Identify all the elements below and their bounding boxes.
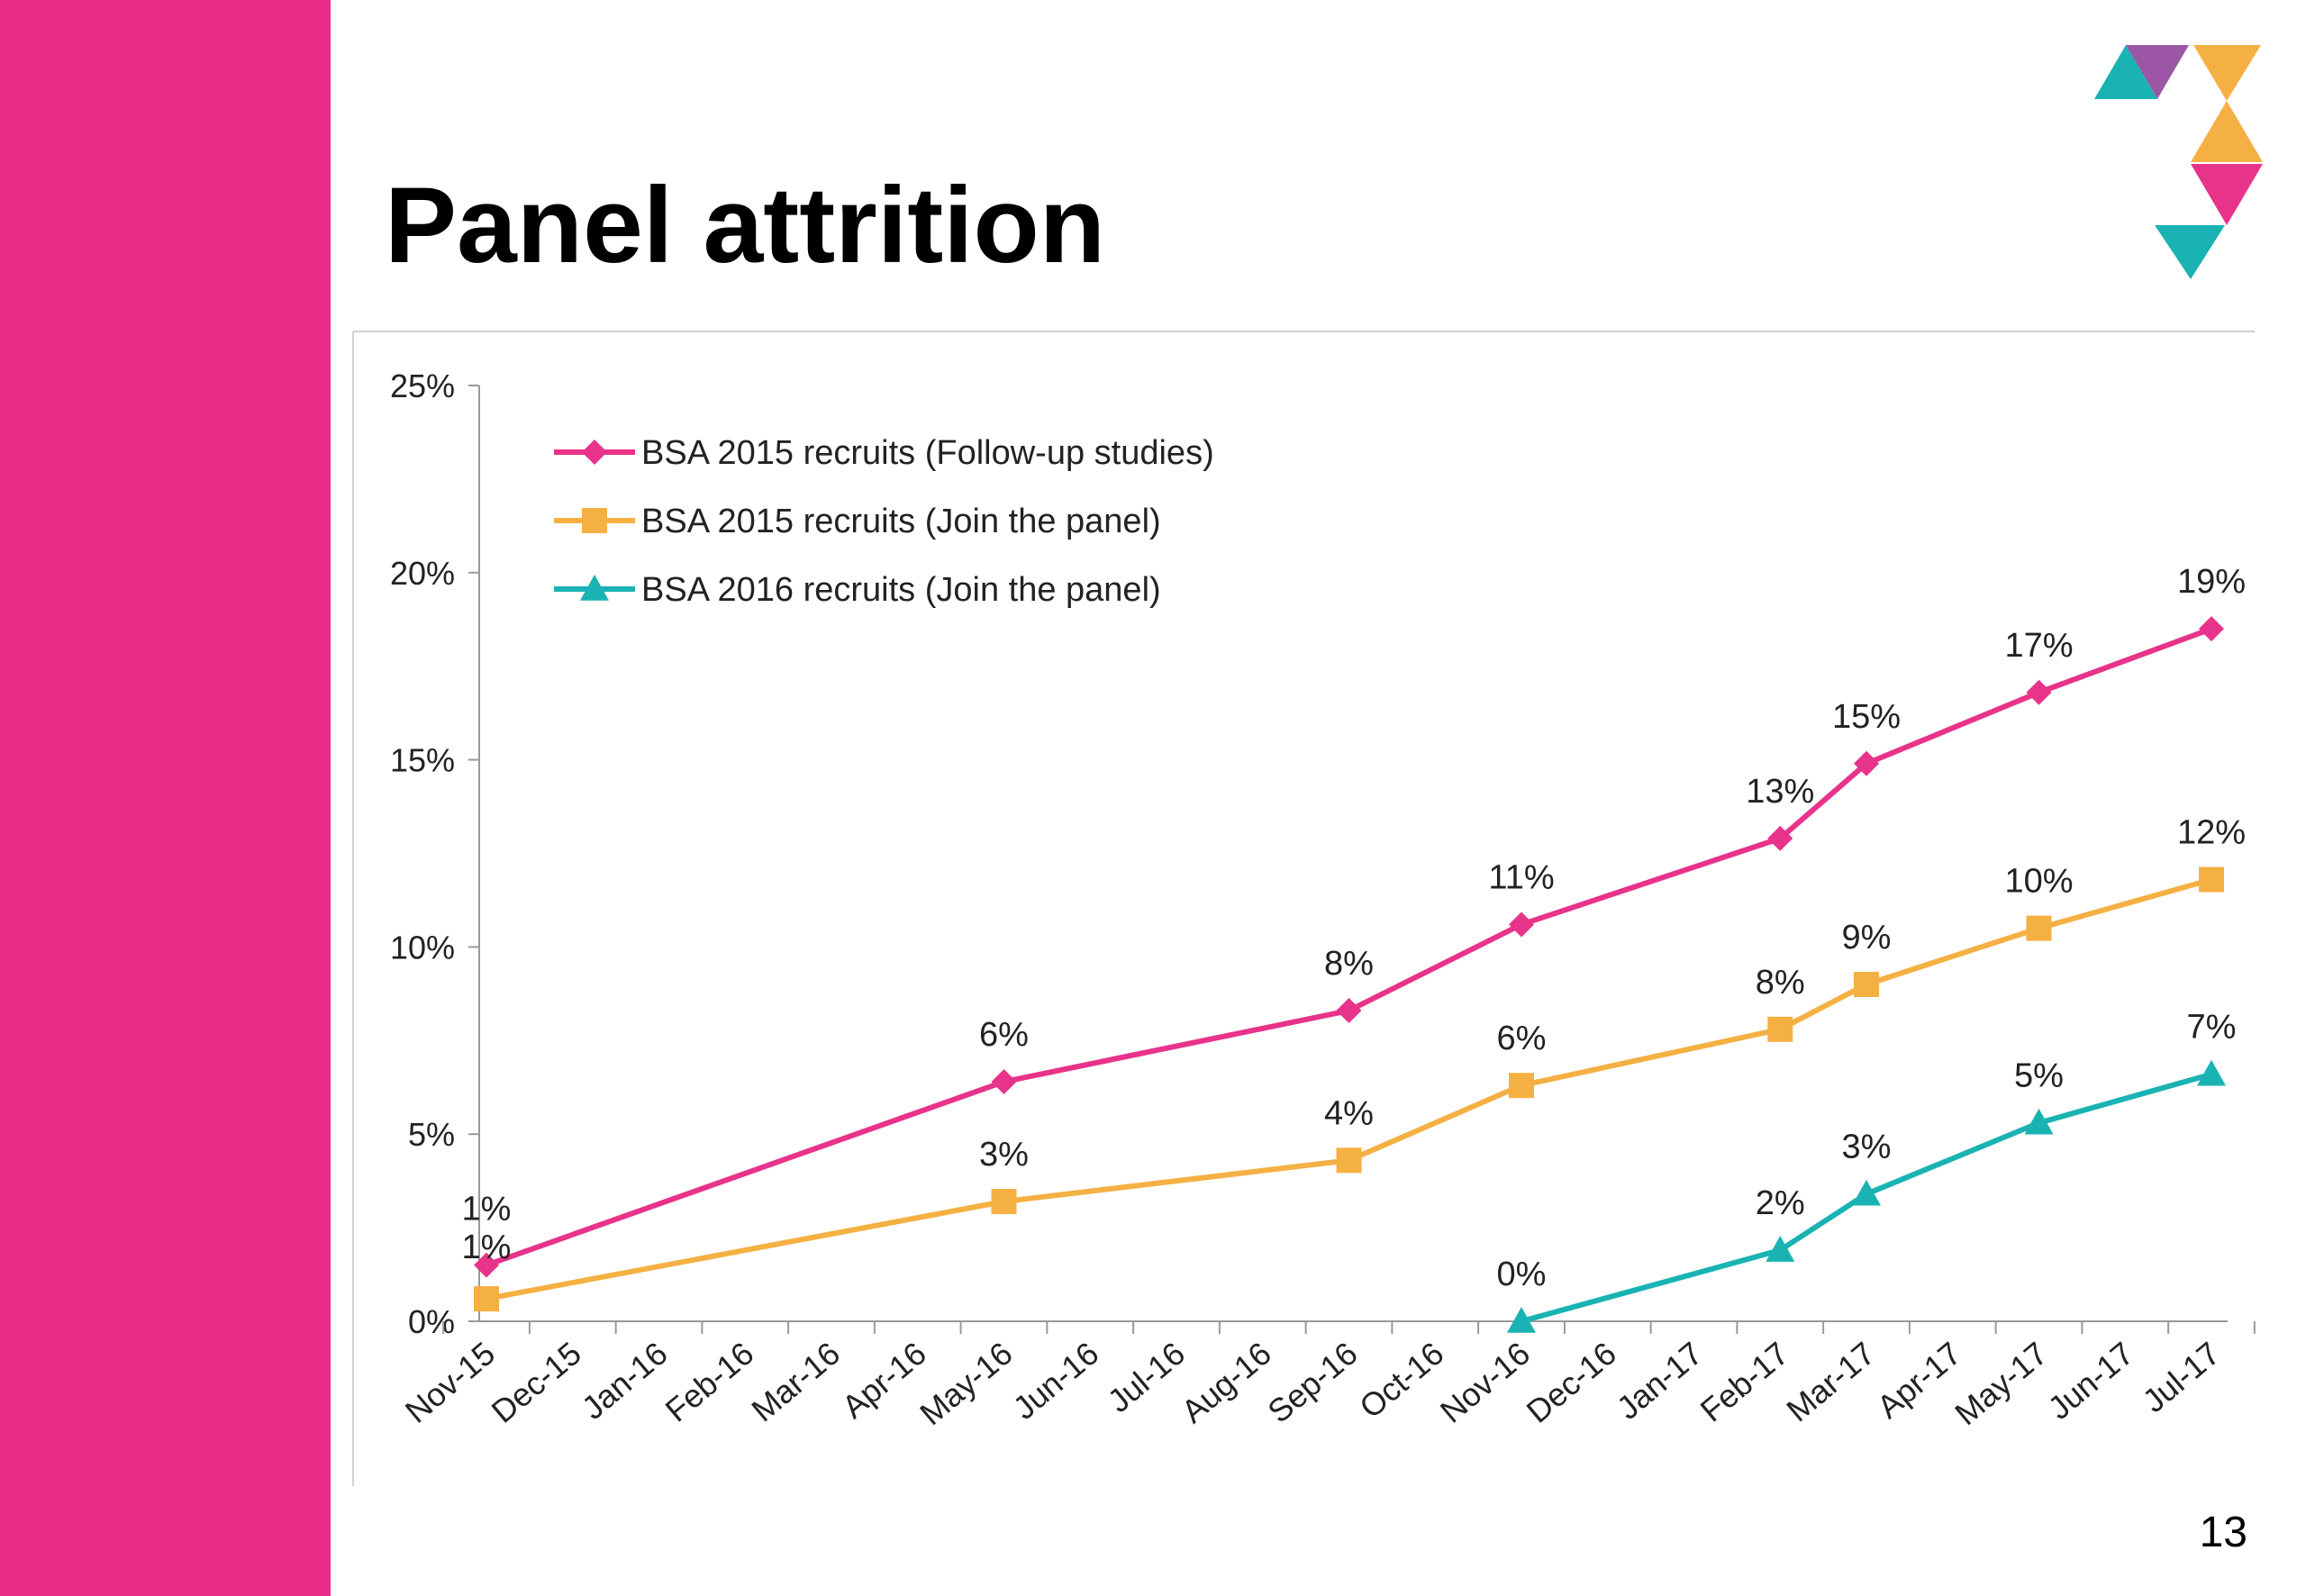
data-point-triangle xyxy=(2024,1108,2054,1135)
x-tick-label: Jun-17 xyxy=(2041,1335,2141,1427)
data-point-diamond xyxy=(1854,750,1879,776)
y-tick-label: 15% xyxy=(390,742,455,779)
data-point-diamond xyxy=(2199,616,2224,642)
y-tick-label: 20% xyxy=(390,555,455,592)
data-point-square xyxy=(991,1189,1017,1215)
data-point-square xyxy=(1509,1073,1534,1099)
data-point-triangle xyxy=(2197,1059,2226,1086)
data-point-diamond xyxy=(1336,998,1362,1024)
data-label: 19% xyxy=(2177,563,2246,601)
x-tick-label: Aug-16 xyxy=(1175,1335,1278,1430)
series-line xyxy=(485,626,2213,1268)
data-label: 7% xyxy=(2187,1009,2237,1047)
data-label: 3% xyxy=(1842,1129,1892,1166)
y-tick-label: 10% xyxy=(390,929,455,966)
data-point-triangle xyxy=(1507,1307,1536,1333)
x-tick-label: Sep-16 xyxy=(1260,1335,1364,1430)
data-point-triangle xyxy=(1766,1236,1795,1262)
x-tick-label: May-17 xyxy=(1947,1335,2054,1433)
data-point-diamond xyxy=(474,1252,499,1278)
data-label: 0% xyxy=(1497,1256,1547,1293)
x-tick-label: Dec-15 xyxy=(485,1335,588,1430)
data-label: 3% xyxy=(979,1136,1029,1174)
data-label: 17% xyxy=(2004,627,2073,665)
series-1: 1% 6% 8% 11% 13% 15% 17% 19% xyxy=(462,563,2246,1278)
legend-item-2: BSA 2015 recruits (Join the panel) xyxy=(554,503,1161,540)
data-point-triangle xyxy=(580,575,609,601)
x-tick-label: Mar-16 xyxy=(744,1335,847,1429)
x-tick-label: Nov-15 xyxy=(398,1335,502,1430)
series-line xyxy=(486,876,2212,1302)
logo-triangles xyxy=(2094,45,2263,279)
x-tick-label: Dec-16 xyxy=(1520,1335,1623,1430)
data-point-square xyxy=(1854,971,1879,997)
legend-label: BSA 2015 recruits (Join the panel) xyxy=(641,503,1161,540)
x-tick-label: Jan-16 xyxy=(575,1335,675,1427)
x-tick-label: Nov-16 xyxy=(1433,1335,1537,1430)
x-tick-label: Oct-16 xyxy=(1352,1335,1450,1426)
data-point-triangle xyxy=(1852,1179,1881,1206)
data-point-square xyxy=(1767,1016,1793,1042)
data-label: 11% xyxy=(1488,858,1554,896)
x-tick-label: Jan-17 xyxy=(1610,1335,1710,1427)
slide-title: Panel attrition xyxy=(385,165,1106,286)
x-tick-label: Jul-17 xyxy=(2136,1335,2227,1419)
data-label: 6% xyxy=(1497,1020,1547,1057)
page-number: 13 xyxy=(2199,1509,2247,1556)
data-label: 12% xyxy=(2177,814,2246,852)
data-label: 6% xyxy=(979,1016,1029,1054)
data-point-diamond xyxy=(1767,825,1793,851)
data-label: 4% xyxy=(1324,1094,1374,1132)
y-tick-label: 5% xyxy=(408,1116,455,1153)
data-point-square xyxy=(474,1286,499,1312)
y-tick-label: 0% xyxy=(408,1303,455,1340)
legend-item-1: BSA 2015 recruits (Follow-up studies) xyxy=(554,434,1214,472)
legend-label: BSA 2016 recruits (Join the panel) xyxy=(641,571,1161,609)
series-2: 1% 3% 4% 6% 8% 9% 10% 12% xyxy=(462,814,2246,1312)
data-label: 15% xyxy=(1832,698,1901,736)
legend-label: BSA 2015 recruits (Follow-up studies) xyxy=(641,434,1214,472)
x-tick-label: May-16 xyxy=(912,1335,1019,1433)
data-label: 8% xyxy=(1324,945,1374,983)
chart-series: 1% 6% 8% 11% 13% 15% 17% 19% 1% 3% 4% 6% 8% 9% 10% 12% 0… xyxy=(462,563,2246,1333)
data-label: 13% xyxy=(1746,773,1814,811)
x-tick-label: Jun-16 xyxy=(1006,1335,1106,1427)
data-label: 10% xyxy=(2004,863,2073,901)
data-point-square xyxy=(582,508,607,533)
x-tick-label: Mar-17 xyxy=(1779,1335,1882,1429)
series-3: 0% 2% 3% 5% 7% xyxy=(1497,1009,2237,1333)
x-tick-label: Feb-16 xyxy=(658,1335,761,1429)
data-point-square xyxy=(2199,866,2224,893)
data-label: 1% xyxy=(462,1229,512,1266)
chart-legend: BSA 2015 recruits (Follow-up studies) BSA… xyxy=(554,434,1214,609)
data-label: 9% xyxy=(1842,919,1892,957)
data-point-diamond xyxy=(991,1069,1017,1095)
data-point-square xyxy=(2026,915,2052,941)
data-label: 1% xyxy=(462,1191,512,1229)
side-band xyxy=(0,0,331,1596)
data-label: 5% xyxy=(2014,1057,2064,1095)
data-point-diamond xyxy=(582,440,607,465)
data-label: 2% xyxy=(1756,1184,1805,1222)
y-tick-label: 25% xyxy=(390,367,455,404)
legend-item-3: BSA 2016 recruits (Join the panel) xyxy=(554,571,1161,609)
data-point-diamond xyxy=(1509,911,1534,938)
data-point-square xyxy=(1336,1147,1362,1174)
x-tick-label: Feb-17 xyxy=(1693,1335,1796,1429)
data-point-diamond xyxy=(2026,679,2052,705)
data-label: 8% xyxy=(1756,964,1805,1002)
